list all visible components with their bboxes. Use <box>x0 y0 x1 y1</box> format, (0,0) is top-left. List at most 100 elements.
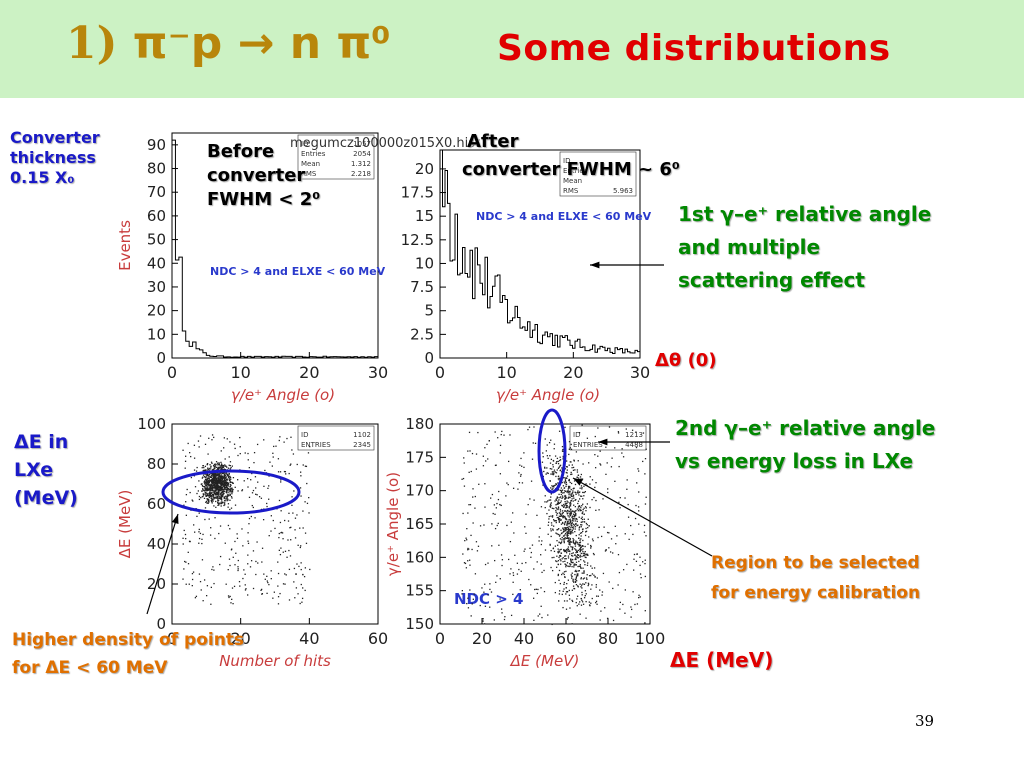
data-point <box>550 515 552 517</box>
data-point <box>212 499 214 501</box>
data-point <box>571 467 573 469</box>
data-point <box>208 489 210 491</box>
data-point <box>645 496 647 498</box>
data-point <box>469 589 471 591</box>
data-point <box>577 492 579 494</box>
data-point <box>207 481 210 483</box>
data-point <box>644 562 646 565</box>
data-point <box>575 584 578 586</box>
data-point <box>573 588 576 590</box>
data-point <box>563 541 565 544</box>
data-point <box>202 474 205 476</box>
data-point <box>552 488 554 490</box>
data-point <box>248 466 250 469</box>
data-point <box>567 548 569 550</box>
data-point <box>184 560 186 563</box>
data-point <box>219 563 221 566</box>
data-point <box>506 524 508 527</box>
data-point <box>571 529 574 531</box>
data-point <box>576 573 578 575</box>
data-point <box>211 483 214 485</box>
data-point <box>559 510 562 512</box>
data-point <box>572 469 575 471</box>
data-point <box>484 447 486 449</box>
data-point <box>560 552 563 554</box>
data-point <box>232 482 234 484</box>
data-point <box>558 593 561 595</box>
data-point <box>542 452 544 454</box>
data-point <box>208 485 210 487</box>
data-point <box>225 497 227 499</box>
data-point <box>608 426 611 428</box>
arrow-region-head <box>573 478 583 486</box>
delta-e-line-2: LXe <box>14 459 54 481</box>
title-prefix: 1) <box>66 18 118 69</box>
data-point <box>260 589 262 591</box>
data-point <box>205 481 207 483</box>
data-point <box>270 530 272 532</box>
data-point <box>558 550 560 552</box>
data-point <box>566 524 568 526</box>
data-point <box>585 600 587 603</box>
data-point <box>215 489 218 491</box>
data-point <box>558 528 560 530</box>
data-point <box>624 533 626 535</box>
data-point <box>571 498 573 500</box>
data-point <box>602 498 604 500</box>
data-point <box>575 601 577 604</box>
data-point <box>482 618 484 620</box>
arrow-region <box>572 477 713 557</box>
data-point <box>614 480 616 482</box>
y-tick-label: 175 <box>405 448 434 466</box>
converter-line-2: thickness <box>10 148 96 167</box>
data-point <box>537 588 539 591</box>
data-point <box>211 489 214 492</box>
data-point <box>222 480 224 482</box>
data-point <box>579 613 581 615</box>
data-point <box>565 507 567 509</box>
data-point <box>635 431 637 433</box>
data-point <box>221 494 224 496</box>
data-point <box>556 566 558 568</box>
data-point <box>205 481 207 484</box>
data-point <box>461 590 464 592</box>
data-point <box>289 464 291 466</box>
data-point <box>519 475 522 477</box>
data-point <box>207 483 209 485</box>
data-point <box>638 523 640 525</box>
data-point <box>550 549 552 552</box>
delta-theta-label: Δθ (0) <box>655 350 717 371</box>
data-point <box>266 505 268 508</box>
data-point <box>564 527 566 529</box>
data-point <box>229 486 231 488</box>
data-point <box>569 565 571 567</box>
y-tick-label: 80 <box>147 455 166 473</box>
data-point <box>644 622 646 624</box>
data-point <box>561 504 563 507</box>
data-point <box>300 475 302 477</box>
data-point <box>627 503 629 506</box>
data-point <box>584 556 586 558</box>
data-point <box>553 507 555 510</box>
data-point <box>201 477 204 479</box>
data-point <box>569 508 572 511</box>
data-point <box>606 531 609 534</box>
data-point <box>572 516 574 518</box>
data-point <box>272 452 274 454</box>
data-point <box>263 573 265 575</box>
data-point <box>610 466 613 468</box>
data-point <box>499 444 502 447</box>
data-point <box>570 560 572 562</box>
data-point <box>568 511 570 513</box>
data-point <box>211 493 214 496</box>
data-point <box>578 565 580 568</box>
data-point <box>293 567 296 570</box>
data-point <box>205 484 208 487</box>
data-point <box>226 486 228 488</box>
slide-title-reaction: 1) π⁻p → n π⁰ <box>66 18 391 69</box>
data-point <box>571 561 573 564</box>
data-point <box>569 492 571 494</box>
data-point <box>217 504 219 507</box>
data-point <box>561 489 563 492</box>
data-point <box>223 487 225 490</box>
